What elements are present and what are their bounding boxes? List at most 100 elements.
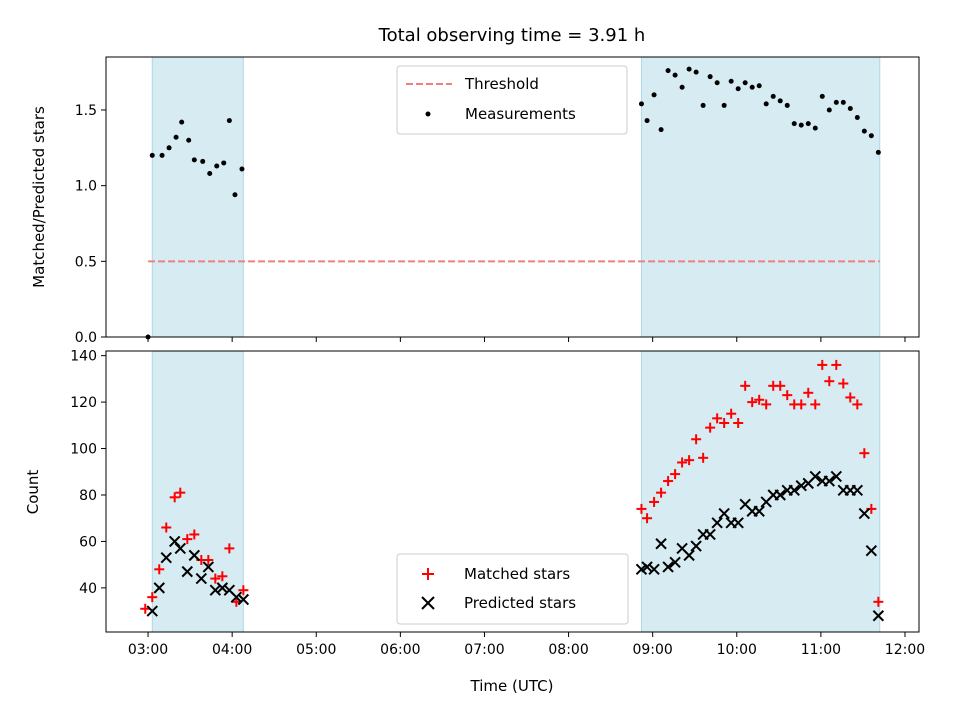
matched-star-33 [761, 399, 772, 410]
top-y-ticks: 0.0 0.5 1.0 1.5 [75, 103, 106, 346]
x-tick-label-3: 06:00 [380, 642, 420, 658]
x-tick-label-9: 12:00 [885, 642, 925, 658]
matched-star-9 [203, 555, 214, 566]
matched-star-3 [161, 522, 172, 533]
measurement-point-42 [826, 107, 832, 113]
matched-star-38 [796, 399, 807, 410]
measurement-point-20 [672, 72, 678, 78]
bottom-plot-frame [105, 350, 920, 633]
measurement-point-29 [735, 86, 741, 92]
measurement-point-31 [749, 84, 755, 90]
measurement-point-47 [861, 128, 867, 134]
bottom-y-tick-label-2: 80 [79, 488, 97, 504]
measurement-point-22 [686, 66, 692, 72]
x-tick-label-5: 08:00 [548, 642, 588, 658]
legend-matched-label: Matched stars [464, 565, 570, 583]
predicted-star-8 [202, 561, 215, 573]
matched-star-32 [754, 394, 765, 405]
predicted-star-48 [872, 610, 885, 622]
predicted-star-39 [809, 470, 821, 483]
predicted-stars-points [146, 470, 885, 622]
legend-measurements-label: Measurements [465, 105, 576, 123]
measurement-point-48 [868, 133, 874, 139]
predicted-star-15 [641, 561, 653, 573]
bottom-y-tick-label-5: 140 [70, 349, 97, 365]
measurement-point-27 [721, 102, 727, 108]
top-plot-frame [105, 56, 920, 338]
chart-title: Total observing time = 3.91 h [378, 25, 646, 46]
matched-star-7 [189, 529, 200, 540]
predicted-star-42 [830, 470, 843, 483]
matched-star-41 [817, 359, 828, 370]
matched-star-20 [670, 469, 681, 480]
matched-star-29 [733, 417, 744, 428]
x-tick-label-7: 10:00 [717, 642, 757, 658]
shaded-span-0 [151, 56, 244, 338]
measurement-point-30 [742, 80, 748, 86]
top-legend: Threshold Measurements [396, 65, 628, 135]
predicted-star-41 [823, 475, 835, 487]
x-tick-label-6: 09:00 [632, 642, 672, 658]
matched-star-30 [740, 380, 751, 391]
top-panel: 0.0 0.5 1.0 1.5 Matched/Predicted stars Thr… [30, 56, 920, 346]
matched-star-11 [217, 571, 228, 582]
matched-star-25 [705, 422, 716, 433]
matched-star-35 [775, 380, 786, 391]
measurement-point-9 [207, 171, 213, 177]
legend-predicted-label: Predicted stars [464, 594, 576, 612]
matched-star-4 [169, 492, 180, 503]
shaded-span-1 [640, 56, 881, 338]
legend-measurements-swatch [425, 111, 431, 117]
predicted-star-5 [181, 565, 194, 578]
predicted-star-31 [753, 505, 765, 517]
matched-star-2 [154, 564, 165, 575]
top-y-axis-label: Matched/Predicted stars [30, 106, 48, 288]
bottom-y-ticks: 40 60 80 100 120 140 [70, 349, 106, 597]
bottom-y-tick-label-0: 40 [79, 581, 97, 597]
predicted-star-22 [690, 540, 702, 552]
measurement-point-44 [840, 99, 846, 105]
measurement-point-6 [186, 137, 192, 143]
predicted-star-18 [662, 561, 674, 573]
matched-star-44 [838, 378, 849, 389]
measurement-point-39 [805, 121, 811, 127]
predicted-star-10 [216, 582, 229, 594]
measurement-point-49 [875, 149, 881, 155]
x-tick-label-0: 03:00 [128, 642, 168, 658]
matched-star-6 [182, 534, 193, 545]
matched-star-21 [677, 457, 688, 468]
matched-star-18 [656, 487, 667, 498]
measurement-point-26 [714, 80, 720, 86]
measurement-point-25 [707, 74, 713, 80]
legend-threshold-label: Threshold [464, 75, 539, 93]
predicted-star-2 [160, 551, 172, 564]
measurement-point-4 [173, 134, 179, 140]
matched-star-28 [726, 408, 737, 419]
measurement-point-19 [665, 68, 671, 74]
matched-star-10 [210, 573, 221, 584]
matched-star-16 [642, 513, 653, 524]
measurement-point-32 [756, 83, 762, 89]
matched-star-47 [859, 448, 870, 459]
matched-star-46 [852, 399, 863, 410]
matched-star-39 [803, 387, 814, 398]
measurement-point-43 [833, 99, 839, 105]
matched-star-26 [712, 413, 723, 424]
measurement-point-23 [693, 69, 699, 75]
measurement-point-15 [638, 101, 644, 107]
legend-matched-swatch [422, 568, 434, 580]
measurement-point-24 [700, 102, 706, 108]
measurement-point-28 [728, 78, 734, 84]
top-y-tick-label-0: 0.0 [75, 330, 97, 346]
measurement-point-33 [763, 101, 769, 107]
measurement-point-16 [644, 118, 650, 124]
bottom-x-ticks: 03:00 04:00 05:00 06:00 07:00 08:00 09:00 10:00… [128, 632, 925, 658]
matched-stars-points [140, 359, 884, 614]
predicted-star-24 [704, 528, 716, 541]
measurement-point-1 [149, 152, 155, 158]
predicted-star-17 [655, 538, 667, 550]
matched-star-1 [147, 592, 158, 603]
matched-star-43 [831, 359, 842, 370]
matched-star-17 [649, 496, 660, 507]
matched-star-40 [810, 399, 821, 410]
